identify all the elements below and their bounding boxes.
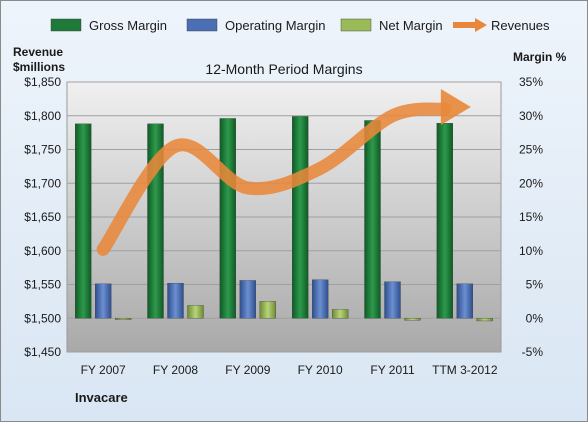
right-tick-label: 20% bbox=[519, 176, 543, 190]
right-axis-label: Margin % bbox=[513, 50, 567, 64]
gross-margin-bar bbox=[436, 123, 453, 319]
gross-margin-bar bbox=[75, 123, 92, 319]
net-margin-bar bbox=[259, 301, 276, 319]
net-margin-bar bbox=[115, 318, 132, 320]
left-axis-label-line1: Revenue bbox=[13, 45, 63, 59]
legend-label: Gross Margin bbox=[89, 18, 167, 33]
revenues-legend-arrow bbox=[475, 18, 487, 32]
left-tick-label: $1,500 bbox=[24, 311, 61, 325]
gross-margin-bar bbox=[292, 116, 309, 319]
left-tick-label: $1,550 bbox=[24, 278, 61, 292]
x-tick-label: TTM 3-2012 bbox=[432, 363, 498, 377]
left-tick-label: $1,750 bbox=[24, 143, 61, 157]
right-tick-label: 25% bbox=[519, 143, 543, 157]
left-axis-ticks: $1,450 $1,500 $1,550 $1,600 $1,650 $1,700 $1,7… bbox=[24, 75, 61, 359]
left-tick-label: $1,600 bbox=[24, 244, 61, 258]
left-tick-label: $1,450 bbox=[24, 345, 61, 359]
right-axis-ticks: -5% 0% 5% 10% 15% 20% 25% 30% 35% bbox=[519, 75, 543, 359]
chart-title: 12-Month Period Margins bbox=[205, 61, 362, 77]
operating-margin-bar bbox=[95, 283, 112, 319]
net-margin-legend-swatch bbox=[340, 18, 372, 32]
gross-margin-legend-swatch bbox=[50, 18, 82, 32]
legend-label: Revenues bbox=[491, 18, 550, 33]
x-tick-label: FY 2010 bbox=[298, 363, 343, 377]
operating-margin-bar bbox=[384, 281, 401, 319]
x-axis-ticks: FY 2007 FY 2008 FY 2009 FY 2010 FY 2011 TTM 3… bbox=[81, 363, 498, 377]
gross-margin-bar bbox=[364, 120, 381, 319]
net-margin-bar bbox=[187, 305, 204, 319]
left-tick-label: $1,700 bbox=[24, 176, 61, 190]
gross-margin-bar bbox=[219, 118, 236, 319]
net-margin-bar bbox=[332, 309, 349, 319]
x-tick-label: FY 2011 bbox=[370, 363, 415, 377]
left-tick-label: $1,800 bbox=[24, 109, 61, 123]
operating-margin-legend-swatch bbox=[186, 18, 218, 32]
net-margin-bar bbox=[404, 318, 421, 321]
right-tick-label: 0% bbox=[526, 311, 544, 325]
revenue-arrowhead bbox=[440, 89, 471, 125]
operating-margin-bar bbox=[167, 282, 184, 319]
right-tick-label: 10% bbox=[519, 244, 543, 258]
x-tick-label: FY 2009 bbox=[225, 363, 270, 377]
legend: Gross Margin Operating Margin Net Margin Re… bbox=[50, 18, 550, 33]
operating-margin-bar bbox=[456, 283, 473, 319]
legend-label: Operating Margin bbox=[225, 18, 325, 33]
right-tick-label: 30% bbox=[519, 109, 543, 123]
right-tick-label: -5% bbox=[522, 345, 544, 359]
operating-margin-bar bbox=[312, 279, 329, 319]
operating-margin-bar bbox=[239, 280, 256, 319]
legend-label: Net Margin bbox=[379, 18, 443, 33]
net-margin-bar bbox=[476, 318, 493, 322]
left-tick-label: $1,650 bbox=[24, 210, 61, 224]
right-tick-label: 5% bbox=[526, 278, 544, 292]
left-tick-label: $1,850 bbox=[24, 75, 61, 89]
right-tick-label: 15% bbox=[519, 210, 543, 224]
revenue-line bbox=[96, 89, 471, 256]
left-axis-label-line2: $millions bbox=[13, 60, 65, 74]
x-tick-label: FY 2008 bbox=[153, 363, 198, 377]
company-label: Invacare bbox=[75, 390, 128, 405]
x-tick-label: FY 2007 bbox=[81, 363, 126, 377]
revenue-series-line bbox=[96, 102, 452, 256]
right-tick-label: 35% bbox=[519, 75, 543, 89]
